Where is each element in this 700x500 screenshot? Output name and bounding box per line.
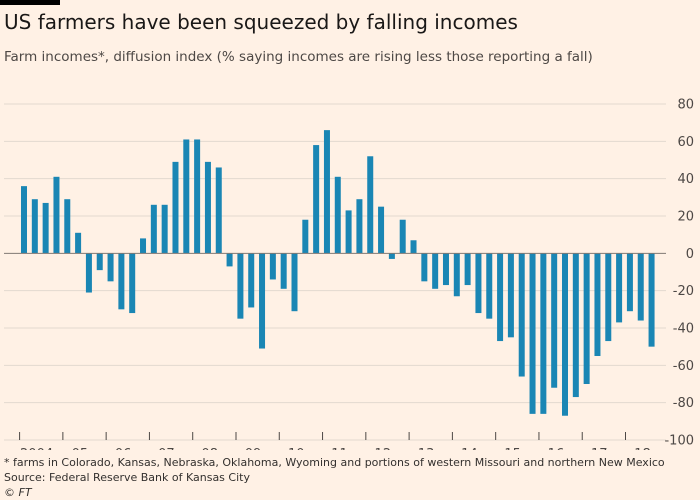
- bar: [96, 253, 103, 271]
- x-tick-label: 2004: [20, 447, 53, 450]
- y-tick-label: 60: [677, 135, 694, 150]
- bar: [204, 161, 211, 254]
- bar: [75, 232, 82, 254]
- x-tick-label: 15: [504, 447, 521, 450]
- bar: [356, 199, 363, 254]
- bar: [551, 253, 558, 388]
- chart-title: US farmers have been squeezed by falling…: [4, 10, 518, 34]
- bar: [410, 240, 417, 254]
- x-tick-label: 07: [158, 447, 175, 450]
- bar: [399, 219, 406, 254]
- bar: [432, 253, 439, 289]
- y-tick-label: 40: [677, 172, 694, 187]
- bar: [626, 253, 633, 312]
- bar: [562, 253, 568, 416]
- bar: [107, 253, 114, 282]
- bar: [53, 176, 60, 254]
- bar: [378, 206, 385, 254]
- bar: [226, 253, 233, 267]
- x-tick-label: 06: [115, 447, 132, 450]
- bars: [21, 130, 655, 416]
- bar: [497, 253, 504, 342]
- bar: [605, 253, 612, 342]
- bar: [442, 253, 449, 286]
- gridlines: [4, 103, 666, 441]
- ft-credit: © FT: [4, 486, 32, 499]
- x-tick-label: 10: [288, 447, 305, 450]
- bar-chart: 80 60 40 20 0 -20 -40 -60 -80 -100 2004 05 06 07 08 09…: [4, 98, 694, 450]
- bar: [194, 139, 201, 254]
- y-tick-label: 80: [677, 98, 694, 113]
- bar: [583, 253, 590, 384]
- bar: [367, 156, 374, 254]
- bar: [313, 145, 320, 254]
- chart-subtitle: Farm incomes*, diffusion index (% saying…: [4, 49, 593, 65]
- bar: [464, 253, 471, 286]
- bar: [637, 253, 644, 321]
- bar: [507, 253, 514, 338]
- footnote: * farms in Colorado, Kansas, Nebraska, O…: [4, 456, 665, 469]
- bar: [237, 253, 244, 319]
- x-tick-label: 13: [418, 447, 435, 450]
- x-tick-label: 09: [245, 447, 262, 450]
- bar: [323, 130, 330, 254]
- bar: [421, 253, 428, 282]
- y-tick-labels: 80 60 40 20 0 -20 -40 -60 -80 -100: [664, 98, 694, 449]
- source-note: Source: Federal Reserve Bank of Kansas C…: [4, 471, 250, 484]
- x-tick-label: 05: [72, 447, 89, 450]
- y-tick-label: 20: [677, 210, 694, 225]
- bar: [334, 176, 341, 254]
- bar: [518, 253, 525, 377]
- bar: [215, 167, 222, 254]
- brand-bar: [0, 0, 60, 5]
- bar: [150, 204, 157, 254]
- y-tick-label: 0: [686, 247, 694, 262]
- bar: [453, 253, 460, 297]
- bar: [140, 238, 147, 254]
- bar: [291, 253, 298, 312]
- bar: [259, 253, 266, 349]
- bar: [475, 253, 482, 314]
- bar: [85, 253, 92, 293]
- bar: [280, 253, 287, 289]
- bar: [388, 253, 395, 259]
- bar: [31, 199, 38, 254]
- bar: [248, 253, 255, 308]
- bar: [594, 253, 601, 356]
- bar: [529, 253, 536, 414]
- x-tick-label: 11: [331, 447, 348, 450]
- y-tick-label: -40: [673, 322, 694, 337]
- bar: [64, 199, 71, 254]
- bar: [161, 204, 168, 254]
- bar: [21, 186, 27, 254]
- bar: [486, 253, 493, 319]
- x-tick-labels: 2004 05 06 07 08 09 10 11 12 13 14 15 16 17 18: [19, 432, 651, 450]
- bar: [129, 253, 136, 314]
- bar: [616, 253, 623, 323]
- x-tick-label: 17: [591, 447, 608, 450]
- y-tick-label: -60: [673, 359, 694, 374]
- bar: [540, 253, 547, 414]
- bar: [172, 161, 179, 254]
- x-tick-label: 16: [548, 447, 565, 450]
- x-tick-label: 08: [201, 447, 218, 450]
- bar: [118, 253, 125, 310]
- bar: [345, 210, 352, 254]
- bar: [42, 202, 49, 254]
- y-tick-label: -20: [673, 284, 694, 299]
- bar: [648, 253, 655, 347]
- y-tick-label: -100: [664, 434, 694, 449]
- bar: [572, 253, 579, 398]
- bar: [302, 219, 309, 254]
- x-tick-label: 18: [634, 447, 651, 450]
- bar: [269, 253, 276, 280]
- x-tick-label: 14: [461, 447, 478, 450]
- x-tick-label: 12: [375, 447, 392, 450]
- bar: [183, 139, 190, 254]
- y-tick-label: -80: [673, 396, 694, 411]
